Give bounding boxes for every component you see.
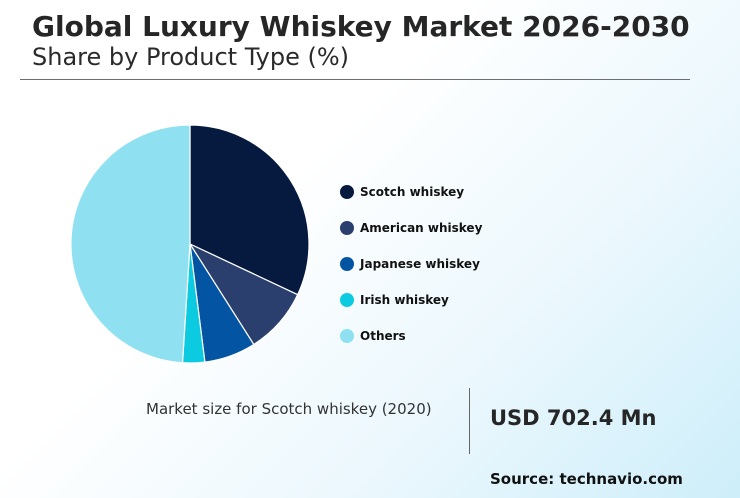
legend-swatch [340, 329, 354, 343]
title-divider [20, 79, 690, 80]
chart-legend: Scotch whiskey American whiskey Japanese w… [340, 174, 482, 354]
market-size-label: Market size for Scotch whiskey (2020) [146, 400, 432, 418]
legend-label: Others [360, 329, 406, 343]
legend-swatch [340, 221, 354, 235]
legend-label: Japanese whiskey [360, 257, 480, 271]
legend-label: American whiskey [360, 221, 483, 235]
legend-item-scotch-whiskey: Scotch whiskey [340, 174, 482, 210]
source-credit: Source: technavio.com [490, 470, 683, 488]
legend-item-american-whiskey: American whiskey [340, 210, 482, 246]
pie-slice-scotch-whiskey [189, 124, 310, 296]
legend-item-irish-whiskey: Irish whiskey [340, 282, 482, 318]
metric-divider [469, 388, 470, 454]
market-size-value: USD 702.4 Mn [490, 406, 657, 430]
legend-item-japanese-whiskey: Japanese whiskey [340, 246, 482, 282]
legend-item-others: Others [340, 318, 482, 354]
legend-swatch [340, 185, 354, 199]
legend-label: Irish whiskey [360, 293, 449, 307]
pie-slice-others [70, 124, 191, 364]
chart-subtitle: Share by Product Type (%) [32, 43, 349, 71]
legend-swatch [340, 257, 354, 271]
legend-label: Scotch whiskey [360, 185, 465, 199]
legend-swatch [340, 293, 354, 307]
chart-title: Global Luxury Whiskey Market 2026-2030 [32, 10, 690, 43]
